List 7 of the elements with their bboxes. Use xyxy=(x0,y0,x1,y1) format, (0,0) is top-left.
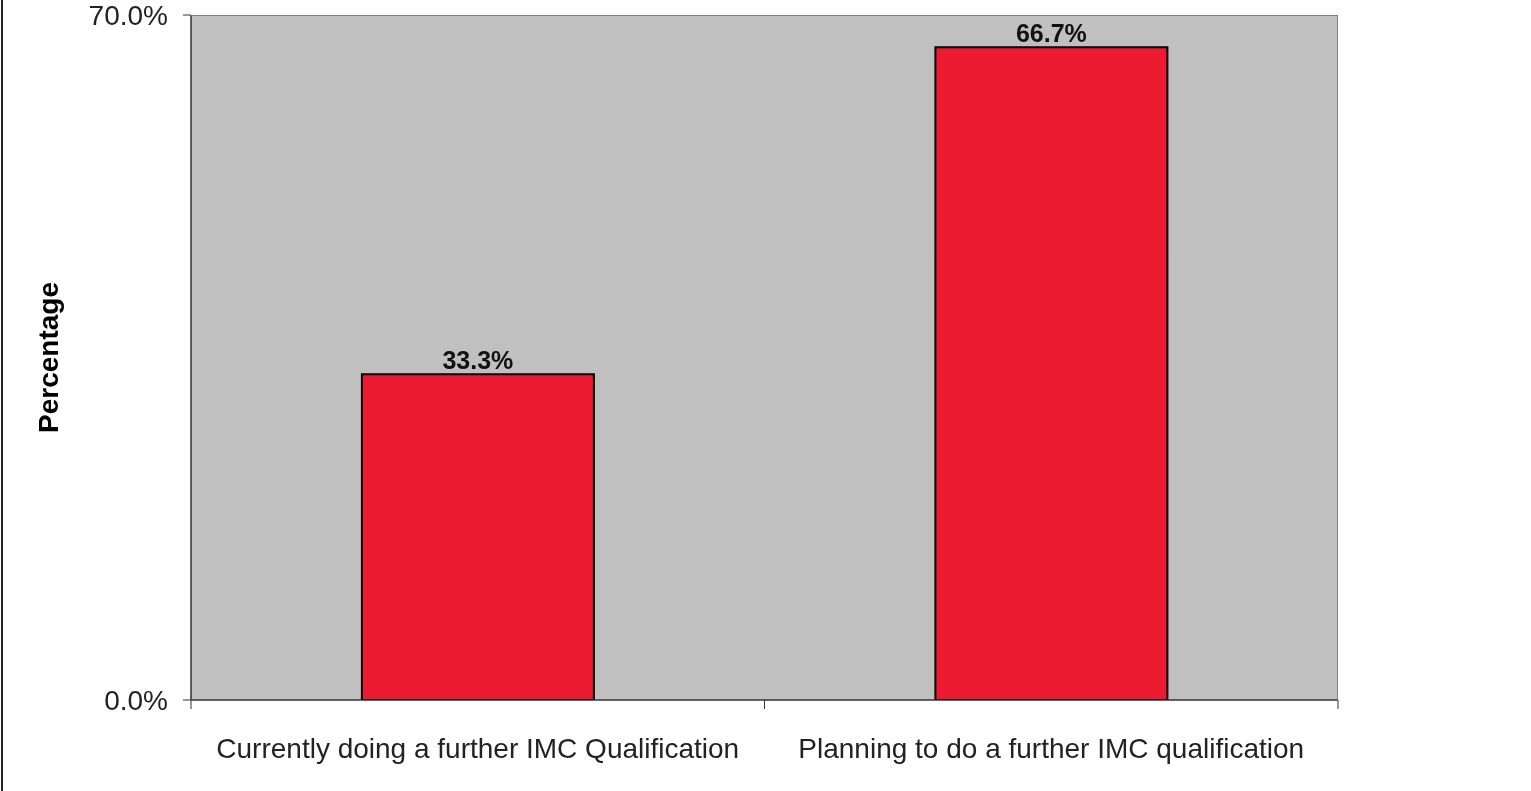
y-axis-title: Percentage xyxy=(32,282,64,433)
x-tick-label: Planning to do a further IMC qualification xyxy=(798,733,1305,764)
x-tick-label: Currently doing a further IMC Qualification xyxy=(216,733,740,764)
data-label: 66.7% xyxy=(1015,19,1087,48)
y-tick-label: 70.0% xyxy=(88,0,168,31)
data-label: 33.3% xyxy=(442,346,514,375)
y-tick-label: 0.0% xyxy=(104,684,168,716)
